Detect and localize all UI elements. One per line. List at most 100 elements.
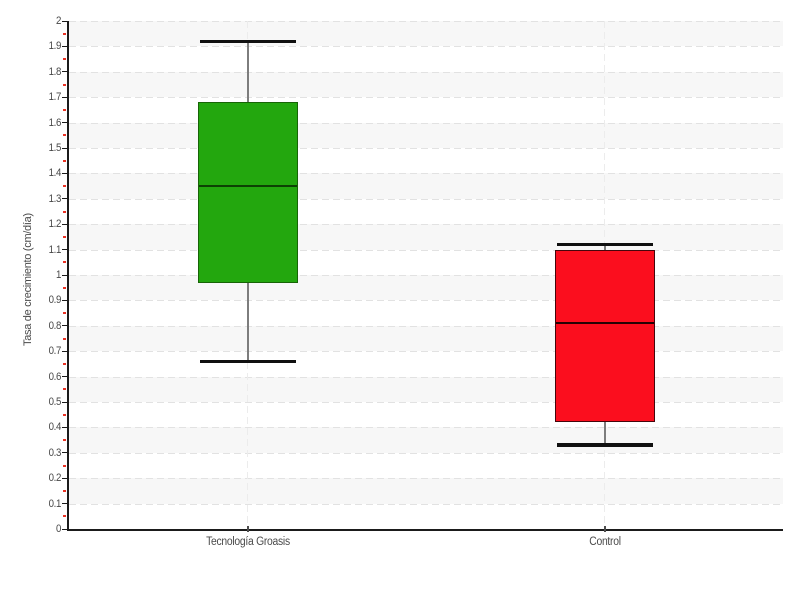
h-gridline <box>69 97 783 99</box>
y-minor-tick <box>63 235 66 238</box>
y-minor-tick <box>63 134 66 137</box>
box-groasis <box>197 102 298 283</box>
y-axis-line <box>67 21 69 529</box>
h-gridline <box>69 173 783 175</box>
y-tick-label: 1.5 <box>48 142 62 154</box>
y-tick-label: 1 <box>55 269 61 281</box>
y-major-tick <box>62 299 67 301</box>
h-gridline <box>69 249 783 251</box>
background-band <box>69 503 783 529</box>
background-band <box>69 71 783 98</box>
h-gridline <box>69 21 783 22</box>
background-band <box>69 275 783 301</box>
y-tick-label: 1.8 <box>48 65 62 78</box>
y-major-tick <box>62 20 67 22</box>
y-minor-tick <box>63 159 66 162</box>
y-major-tick <box>62 223 67 225</box>
x-axis-line <box>67 529 783 531</box>
background-band <box>69 46 783 72</box>
y-minor-tick <box>63 439 66 442</box>
y-major-tick <box>62 274 67 276</box>
h-gridline <box>69 503 783 505</box>
y-tick-label: 0 <box>55 523 61 535</box>
y-major-tick <box>62 147 67 149</box>
h-gridline <box>69 478 783 480</box>
y-minor-tick <box>63 210 66 213</box>
y-major-tick <box>62 172 67 174</box>
y-major-tick <box>62 71 67 73</box>
y-tick-label: 2 <box>55 15 61 27</box>
background-band <box>69 300 783 326</box>
h-gridline <box>69 46 783 48</box>
whisker-cap-min <box>199 359 296 364</box>
background-band <box>69 478 783 504</box>
y-tick-label: 1.9 <box>48 40 62 53</box>
whisker-cap-max <box>556 242 653 247</box>
h-gridline <box>69 427 783 429</box>
y-minor-tick <box>63 83 66 86</box>
whisker-stem-upper <box>603 244 606 250</box>
box-control <box>554 249 655 423</box>
y-major-tick <box>62 198 67 200</box>
y-minor-tick <box>63 337 66 340</box>
y-tick-label: 0.2 <box>48 472 62 485</box>
h-gridline <box>69 148 783 149</box>
h-gridline <box>69 402 783 403</box>
y-tick-label: 1.3 <box>48 192 62 205</box>
y-tick-label: 0.9 <box>48 294 62 307</box>
y-minor-tick <box>63 108 66 111</box>
whisker-stem-lower <box>246 282 249 362</box>
background-band <box>69 402 783 428</box>
y-minor-tick <box>63 261 66 264</box>
whisker-stem-upper <box>246 41 249 103</box>
y-minor-tick <box>63 464 66 467</box>
y-major-tick <box>62 350 67 352</box>
y-major-tick <box>62 249 67 251</box>
y-tick-label: 1.2 <box>48 218 62 231</box>
h-gridline <box>69 351 783 353</box>
x-category-label: Control <box>588 536 621 548</box>
whisker-stem-lower <box>603 422 606 446</box>
background-band <box>69 97 783 123</box>
background-band <box>69 148 783 174</box>
plot-area: 2 1.9 1.8 1.7 1.6 1.5 1.4 1.3 1.2 1.1 1 0.9 0.8 0.7 0.… <box>49 15 783 548</box>
background-band <box>69 452 783 479</box>
y-minor-tick <box>63 489 66 492</box>
y-major-tick <box>62 503 67 505</box>
h-gridline <box>69 300 783 302</box>
y-tick-label: 1.4 <box>48 167 62 180</box>
background-band <box>69 249 783 275</box>
y-minor-tick <box>63 362 66 365</box>
background-band <box>69 21 783 47</box>
whisker-cap-min <box>556 443 653 447</box>
background-band <box>69 325 783 352</box>
y-minor-tick <box>63 32 66 35</box>
h-gridline <box>69 122 783 124</box>
y-tick-label: 0.6 <box>48 370 62 383</box>
y-major-tick <box>62 477 67 479</box>
y-major-tick <box>62 528 67 530</box>
background-band <box>69 351 783 377</box>
y-minor-tick <box>63 413 66 416</box>
y-minor-tick <box>63 312 66 315</box>
y-major-tick <box>62 452 67 454</box>
y-major-tick <box>62 325 67 327</box>
y-major-tick <box>62 376 67 378</box>
h-gridline <box>69 71 783 73</box>
y-major-tick <box>62 426 67 428</box>
y-tick-label: 0.3 <box>48 446 62 459</box>
h-gridline <box>69 224 783 226</box>
x-category-tick <box>603 526 606 532</box>
y-minor-tick <box>63 286 66 289</box>
h-gridline <box>69 325 783 327</box>
background-band <box>69 376 783 402</box>
median-line <box>555 321 654 324</box>
whisker-cap-max <box>199 39 296 44</box>
y-minor-tick <box>63 515 66 518</box>
background-band <box>69 427 783 453</box>
background-band <box>69 198 783 225</box>
y-major-tick <box>62 122 67 124</box>
background-band <box>69 173 783 199</box>
y-major-tick <box>62 96 67 98</box>
